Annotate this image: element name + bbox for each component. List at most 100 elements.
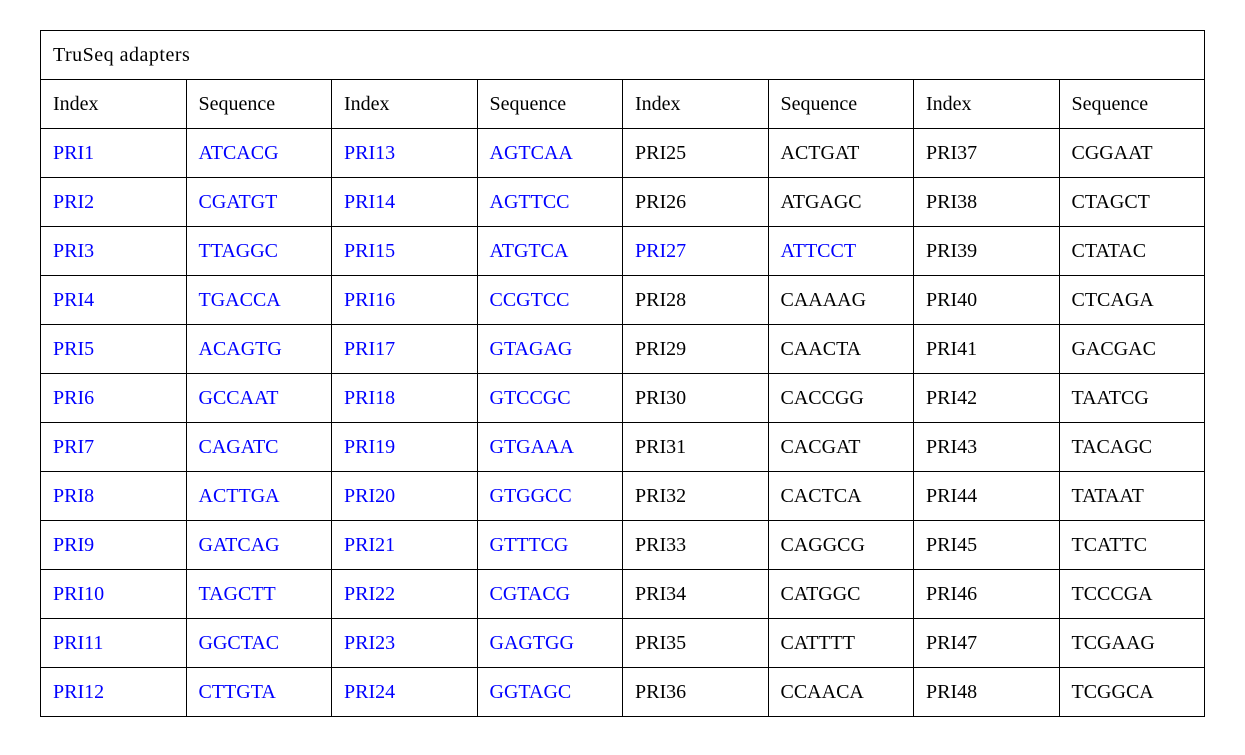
table-cell: PRI16 <box>332 276 478 325</box>
table-cell: PRI38 <box>914 178 1060 227</box>
table-row: PRI4TGACCAPRI16CCGTCCPRI28CAAAAGPRI40CTC… <box>41 276 1205 325</box>
table-cell: PRI32 <box>623 472 769 521</box>
table-cell: PRI2 <box>41 178 187 227</box>
table-cell: PRI25 <box>623 129 769 178</box>
table-cell: CTTGTA <box>186 668 332 717</box>
table-cell: PRI45 <box>914 521 1060 570</box>
table-cell: PRI17 <box>332 325 478 374</box>
table-cell: CGTACG <box>477 570 623 619</box>
table-title: TruSeq adapters <box>41 31 1205 80</box>
table-cell: CACTCA <box>768 472 914 521</box>
table-cell: GAGTGG <box>477 619 623 668</box>
table-cell: PRI12 <box>41 668 187 717</box>
truseq-adapters-table: TruSeq adapters Index Sequence Index Seq… <box>40 30 1205 717</box>
table-header-row: Index Sequence Index Sequence Index Sequ… <box>41 80 1205 129</box>
table-cell: CTATAC <box>1059 227 1205 276</box>
header-sequence-1: Sequence <box>186 80 332 129</box>
table-cell: GTGAAA <box>477 423 623 472</box>
table-cell: PRI41 <box>914 325 1060 374</box>
table-cell: PRI29 <box>623 325 769 374</box>
table-cell: PRI27 <box>623 227 769 276</box>
table-cell: PRI11 <box>41 619 187 668</box>
table-cell: PRI28 <box>623 276 769 325</box>
table-cell: CGATGT <box>186 178 332 227</box>
header-index-4: Index <box>914 80 1060 129</box>
table-body: PRI1ATCACGPRI13AGTCAAPRI25ACTGATPRI37CGG… <box>41 129 1205 717</box>
table-cell: ATGTCA <box>477 227 623 276</box>
table-cell: PRI3 <box>41 227 187 276</box>
header-index-3: Index <box>623 80 769 129</box>
table-cell: PRI22 <box>332 570 478 619</box>
table-cell: GGCTAC <box>186 619 332 668</box>
table-cell: GCCAAT <box>186 374 332 423</box>
table-cell: PRI23 <box>332 619 478 668</box>
table-cell: PRI1 <box>41 129 187 178</box>
table-row: PRI3TTAGGCPRI15ATGTCAPRI27ATTCCTPRI39CTA… <box>41 227 1205 276</box>
table-cell: TACAGC <box>1059 423 1205 472</box>
table-cell: PRI10 <box>41 570 187 619</box>
table-cell: PRI37 <box>914 129 1060 178</box>
table-cell: TAGCTT <box>186 570 332 619</box>
table-cell: CAGATC <box>186 423 332 472</box>
table-cell: PRI30 <box>623 374 769 423</box>
table-cell: ATTCCT <box>768 227 914 276</box>
table-row: PRI9GATCAGPRI21GTTTCGPRI33CAGGCGPRI45TCA… <box>41 521 1205 570</box>
table-cell: PRI48 <box>914 668 1060 717</box>
table-cell: CCGTCC <box>477 276 623 325</box>
table-cell: CAACTA <box>768 325 914 374</box>
table-cell: TGACCA <box>186 276 332 325</box>
table-cell: GGTAGC <box>477 668 623 717</box>
header-sequence-4: Sequence <box>1059 80 1205 129</box>
table-cell: PRI35 <box>623 619 769 668</box>
table-cell: PRI8 <box>41 472 187 521</box>
table-cell: PRI18 <box>332 374 478 423</box>
table-cell: PRI20 <box>332 472 478 521</box>
table-row: PRI5ACAGTGPRI17GTAGAGPRI29CAACTAPRI41GAC… <box>41 325 1205 374</box>
table-cell: PRI31 <box>623 423 769 472</box>
table-cell: ATCACG <box>186 129 332 178</box>
table-cell: PRI39 <box>914 227 1060 276</box>
table-cell: TCCCGA <box>1059 570 1205 619</box>
table-cell: CCAACA <box>768 668 914 717</box>
table-cell: PRI14 <box>332 178 478 227</box>
table-cell: ACAGTG <box>186 325 332 374</box>
table-cell: PRI6 <box>41 374 187 423</box>
header-sequence-2: Sequence <box>477 80 623 129</box>
header-index-1: Index <box>41 80 187 129</box>
table-cell: PRI5 <box>41 325 187 374</box>
table-cell: CAGGCG <box>768 521 914 570</box>
table-cell: ATGAGC <box>768 178 914 227</box>
table-row: PRI10TAGCTTPRI22CGTACGPRI34CATGGCPRI46TC… <box>41 570 1205 619</box>
table-cell: GACGAC <box>1059 325 1205 374</box>
table-cell: TATAAT <box>1059 472 1205 521</box>
table-cell: PRI26 <box>623 178 769 227</box>
table-cell: PRI47 <box>914 619 1060 668</box>
table-cell: PRI21 <box>332 521 478 570</box>
table-cell: PRI9 <box>41 521 187 570</box>
table-cell: PRI34 <box>623 570 769 619</box>
table-cell: CATTTT <box>768 619 914 668</box>
table-cell: TCATTC <box>1059 521 1205 570</box>
table-row: PRI11GGCTACPRI23GAGTGGPRI35CATTTTPRI47TC… <box>41 619 1205 668</box>
table-cell: TTAGGC <box>186 227 332 276</box>
table-row: PRI7CAGATCPRI19GTGAAAPRI31CACGATPRI43TAC… <box>41 423 1205 472</box>
table-cell: GATCAG <box>186 521 332 570</box>
table-cell: TCGGCA <box>1059 668 1205 717</box>
table-row: PRI6GCCAATPRI18GTCCGCPRI30CACCGGPRI42TAA… <box>41 374 1205 423</box>
table-cell: PRI42 <box>914 374 1060 423</box>
table-cell: CTCAGA <box>1059 276 1205 325</box>
table-cell: PRI44 <box>914 472 1060 521</box>
table-cell: PRI43 <box>914 423 1060 472</box>
header-sequence-3: Sequence <box>768 80 914 129</box>
table-cell: CATGGC <box>768 570 914 619</box>
table-cell: ACTTGA <box>186 472 332 521</box>
table-cell: PRI40 <box>914 276 1060 325</box>
table-cell: CGGAAT <box>1059 129 1205 178</box>
table-cell: PRI15 <box>332 227 478 276</box>
table-cell: PRI4 <box>41 276 187 325</box>
table-cell: PRI33 <box>623 521 769 570</box>
table-cell: TCGAAG <box>1059 619 1205 668</box>
table-cell: PRI46 <box>914 570 1060 619</box>
table-cell: ACTGAT <box>768 129 914 178</box>
table-row: PRI2CGATGTPRI14AGTTCCPRI26ATGAGCPRI38CTA… <box>41 178 1205 227</box>
